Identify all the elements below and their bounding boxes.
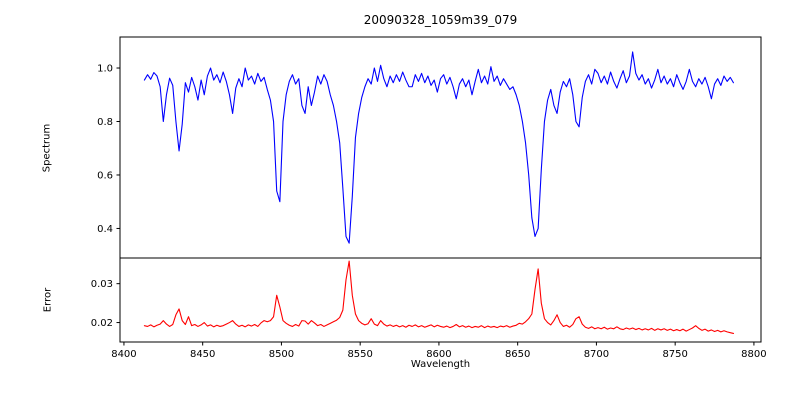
x-tick-label: 8800 xyxy=(741,349,766,360)
spectrum-panel-frame xyxy=(119,36,762,259)
x-tick-label: 8450 xyxy=(190,349,215,360)
error-line xyxy=(143,260,734,334)
x-tick-label: 8500 xyxy=(269,349,294,360)
x-tick-label: 8600 xyxy=(426,349,451,360)
x-tick-label: 8650 xyxy=(505,349,530,360)
error-y-tick-label: 0.03 xyxy=(91,279,113,290)
spectrum-y-tick-label: 0.8 xyxy=(97,117,113,128)
x-tick-label: 8550 xyxy=(347,349,372,360)
y-axis-label-spectrum: Spectrum xyxy=(41,123,53,173)
y-axis-label-error: Error xyxy=(42,287,54,313)
error-y-tick-label: 0.02 xyxy=(91,318,113,329)
error-panel-frame xyxy=(119,257,762,343)
spectrum-y-tick-label: 1.0 xyxy=(97,63,113,74)
spectrum-y-tick-label: 0.6 xyxy=(97,170,113,181)
spectrum-line xyxy=(143,51,734,244)
x-tick-label: 8750 xyxy=(662,349,687,360)
x-axis-label: Wavelength xyxy=(410,359,471,370)
spectrum-y-tick-label: 0.4 xyxy=(97,224,113,235)
x-tick-label: 8700 xyxy=(584,349,609,360)
chart-title: 20090328_1059m39_079 xyxy=(363,13,518,27)
x-tick-label: 8400 xyxy=(111,349,136,360)
